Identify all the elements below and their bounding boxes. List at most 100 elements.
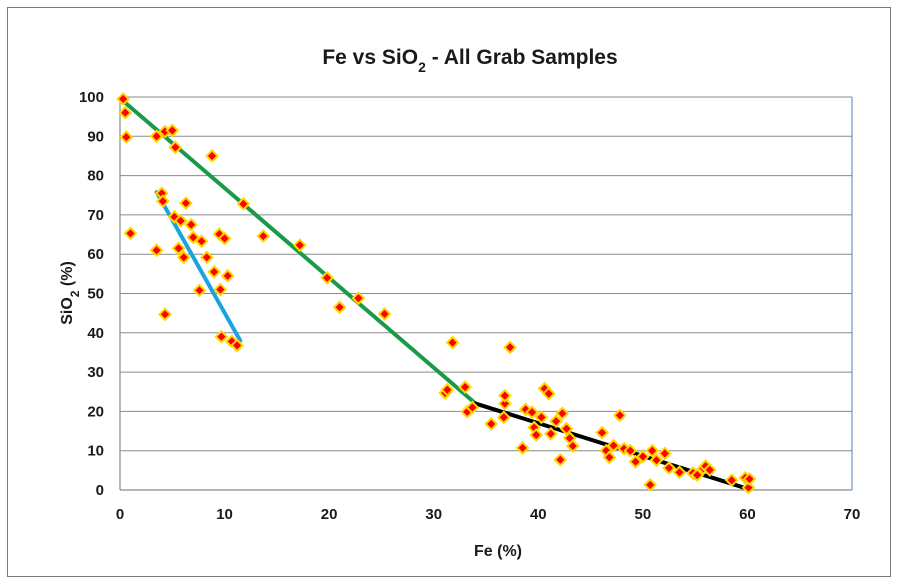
x-tick-label: 30 [425, 506, 442, 523]
data-point [559, 421, 574, 436]
data-point [194, 234, 209, 249]
data-point [497, 388, 512, 403]
data-point [207, 264, 222, 279]
data-point [176, 250, 191, 265]
x-axis-ticks: 0 10 20 30 40 50 60 70 [116, 506, 861, 523]
data-point [199, 250, 214, 265]
data-point [149, 243, 164, 258]
axes [119, 97, 853, 491]
y-axis-label-subscript: 2 [68, 290, 82, 297]
data-point [702, 463, 717, 477]
data-point [662, 461, 676, 475]
data-point [256, 229, 271, 244]
data-point [217, 231, 232, 246]
data-point [458, 380, 472, 394]
x-tick-label: 40 [530, 506, 547, 523]
chart-title: Fe vs SiO2 - All Grab Samples [322, 46, 617, 75]
data-point [465, 400, 480, 415]
data-point [549, 414, 563, 429]
data-point [534, 410, 549, 425]
data-point [741, 480, 756, 495]
y-axis-label-suffix: (%) [59, 261, 76, 290]
data-point [484, 417, 499, 431]
y-tick-label: 40 [87, 325, 104, 342]
data-point [184, 217, 199, 232]
trend-line [121, 98, 478, 406]
data-point [645, 443, 660, 458]
data-point [214, 329, 229, 344]
data-point [320, 270, 334, 285]
data-point [173, 213, 188, 228]
x-tick-label: 50 [635, 506, 652, 523]
y-tick-label: 50 [87, 286, 104, 303]
data-point [377, 307, 392, 321]
data-point [602, 450, 617, 465]
data-point [724, 473, 739, 488]
data-point [178, 196, 193, 211]
y-tick-label: 10 [87, 443, 104, 460]
x-tick-label: 10 [216, 506, 233, 523]
data-point [123, 226, 138, 241]
data-point [742, 472, 757, 486]
data-point [445, 335, 460, 350]
data-point [118, 105, 133, 120]
y-tick-label: 30 [87, 364, 104, 381]
y-tick-label: 70 [87, 207, 104, 224]
y-axis-label-main: SiO [59, 297, 76, 325]
data-point [525, 405, 539, 420]
data-point [158, 307, 172, 322]
x-tick-label: 60 [739, 506, 756, 523]
data-point [565, 439, 580, 453]
chart-title-subscript: 2 [418, 59, 426, 75]
y-tick-label: 20 [87, 403, 104, 420]
y-tick-label: 0 [96, 482, 104, 499]
y-axis-label: SiO2 (%) [59, 261, 82, 325]
data-point [119, 130, 134, 145]
data-point [643, 477, 658, 492]
data-point [351, 291, 366, 306]
data-point [529, 428, 544, 442]
chart-title-suffix: - All Grab Samples [426, 46, 618, 69]
data-point [205, 149, 219, 163]
y-tick-label: 100 [79, 89, 104, 106]
data-point [595, 425, 609, 440]
data-point [623, 443, 638, 458]
data-point [171, 241, 186, 256]
data-point [230, 338, 245, 353]
y-tick-label: 60 [87, 246, 104, 263]
grid-lines [120, 96, 852, 452]
data-point [649, 453, 664, 468]
data-point [612, 408, 627, 423]
data-points [116, 92, 757, 495]
data-point [497, 396, 512, 411]
data-point [292, 238, 307, 253]
x-tick-label: 70 [844, 506, 861, 523]
data-point [628, 454, 643, 469]
data-point [332, 300, 347, 315]
data-point [165, 123, 180, 138]
y-axis-ticks: 0 10 20 30 40 50 60 70 80 90 100 [79, 89, 104, 499]
data-point [220, 268, 235, 283]
x-tick-label: 20 [321, 506, 338, 523]
data-point [553, 452, 568, 467]
data-point [496, 410, 511, 425]
data-point [168, 140, 183, 155]
data-point [555, 406, 570, 421]
data-point [657, 446, 672, 461]
data-point [503, 340, 517, 355]
plot-area [116, 92, 853, 495]
x-tick-label: 0 [116, 506, 124, 523]
data-point [606, 438, 621, 453]
data-point [149, 129, 164, 144]
data-point [213, 282, 228, 297]
data-point [672, 465, 687, 480]
data-point [440, 382, 455, 397]
chart-title-main: Fe vs SiO [322, 46, 418, 69]
data-point [192, 283, 207, 298]
data-point [116, 92, 131, 106]
y-tick-label: 90 [87, 128, 104, 145]
y-tick-label: 80 [87, 168, 104, 185]
data-point [690, 468, 705, 482]
x-axis-label: Fe (%) [474, 543, 522, 560]
